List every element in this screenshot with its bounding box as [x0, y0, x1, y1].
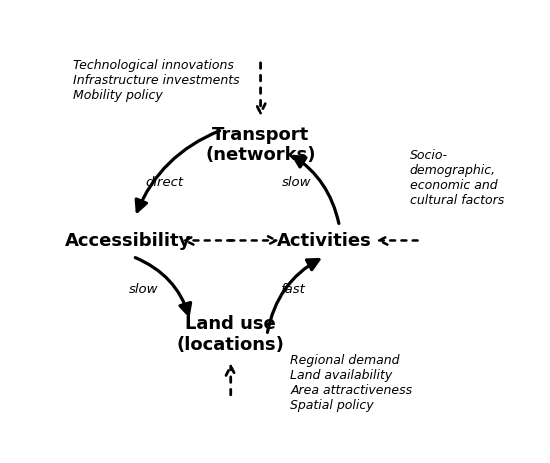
- FancyArrowPatch shape: [135, 258, 191, 315]
- FancyArrowPatch shape: [185, 237, 232, 245]
- Text: fast: fast: [280, 282, 305, 295]
- Text: Technological innovations
Infrastructure investments
Mobility policy: Technological innovations Infrastructure…: [73, 59, 240, 102]
- FancyArrowPatch shape: [136, 131, 219, 212]
- Text: Accessibility: Accessibility: [65, 232, 191, 250]
- FancyArrowPatch shape: [379, 237, 417, 245]
- Text: slow: slow: [129, 282, 158, 295]
- Text: Activities: Activities: [277, 232, 372, 250]
- FancyArrowPatch shape: [267, 260, 319, 333]
- Text: slow: slow: [282, 175, 311, 188]
- FancyArrowPatch shape: [294, 157, 339, 224]
- Text: Transport
(networks): Transport (networks): [205, 125, 316, 164]
- Text: Regional demand
Land availability
Area attractiveness
Spatial policy: Regional demand Land availability Area a…: [290, 353, 412, 411]
- FancyArrowPatch shape: [256, 64, 265, 114]
- Text: direct: direct: [146, 175, 184, 188]
- Text: Land use
(locations): Land use (locations): [177, 314, 285, 353]
- FancyArrowPatch shape: [226, 366, 235, 395]
- FancyArrowPatch shape: [229, 237, 276, 245]
- Text: Socio-
demographic,
economic and
cultural factors: Socio- demographic, economic and cultura…: [410, 148, 504, 206]
